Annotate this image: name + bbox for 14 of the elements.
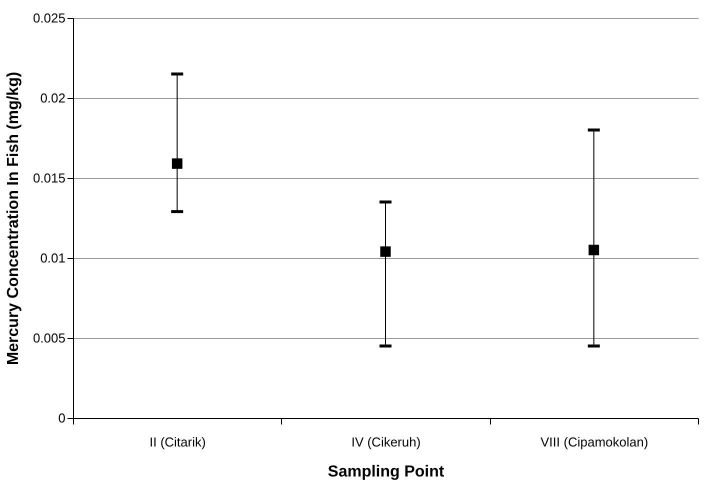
x-tick-label: II (Citarik) — [149, 434, 206, 450]
y-tick-label: 0.02 — [40, 90, 66, 106]
y-axis-title: Mercury Concentration In Fish (mg/kg) — [4, 72, 22, 366]
x-tick-label: VIII (Cipamokolan) — [540, 434, 648, 450]
y-tick-label: 0.025 — [32, 10, 66, 26]
x-tick-label: IV (Cikeruh) — [351, 434, 421, 450]
x-axis-title: Sampling Point — [328, 464, 445, 480]
point — [588, 244, 600, 256]
y-tick-label: 0 — [58, 410, 66, 426]
y-tick-label: 0.01 — [40, 250, 66, 266]
y-tick-label: 0.015 — [32, 170, 66, 186]
point — [380, 246, 391, 257]
y-tick-label: 0.005 — [32, 330, 66, 346]
point — [172, 158, 182, 169]
